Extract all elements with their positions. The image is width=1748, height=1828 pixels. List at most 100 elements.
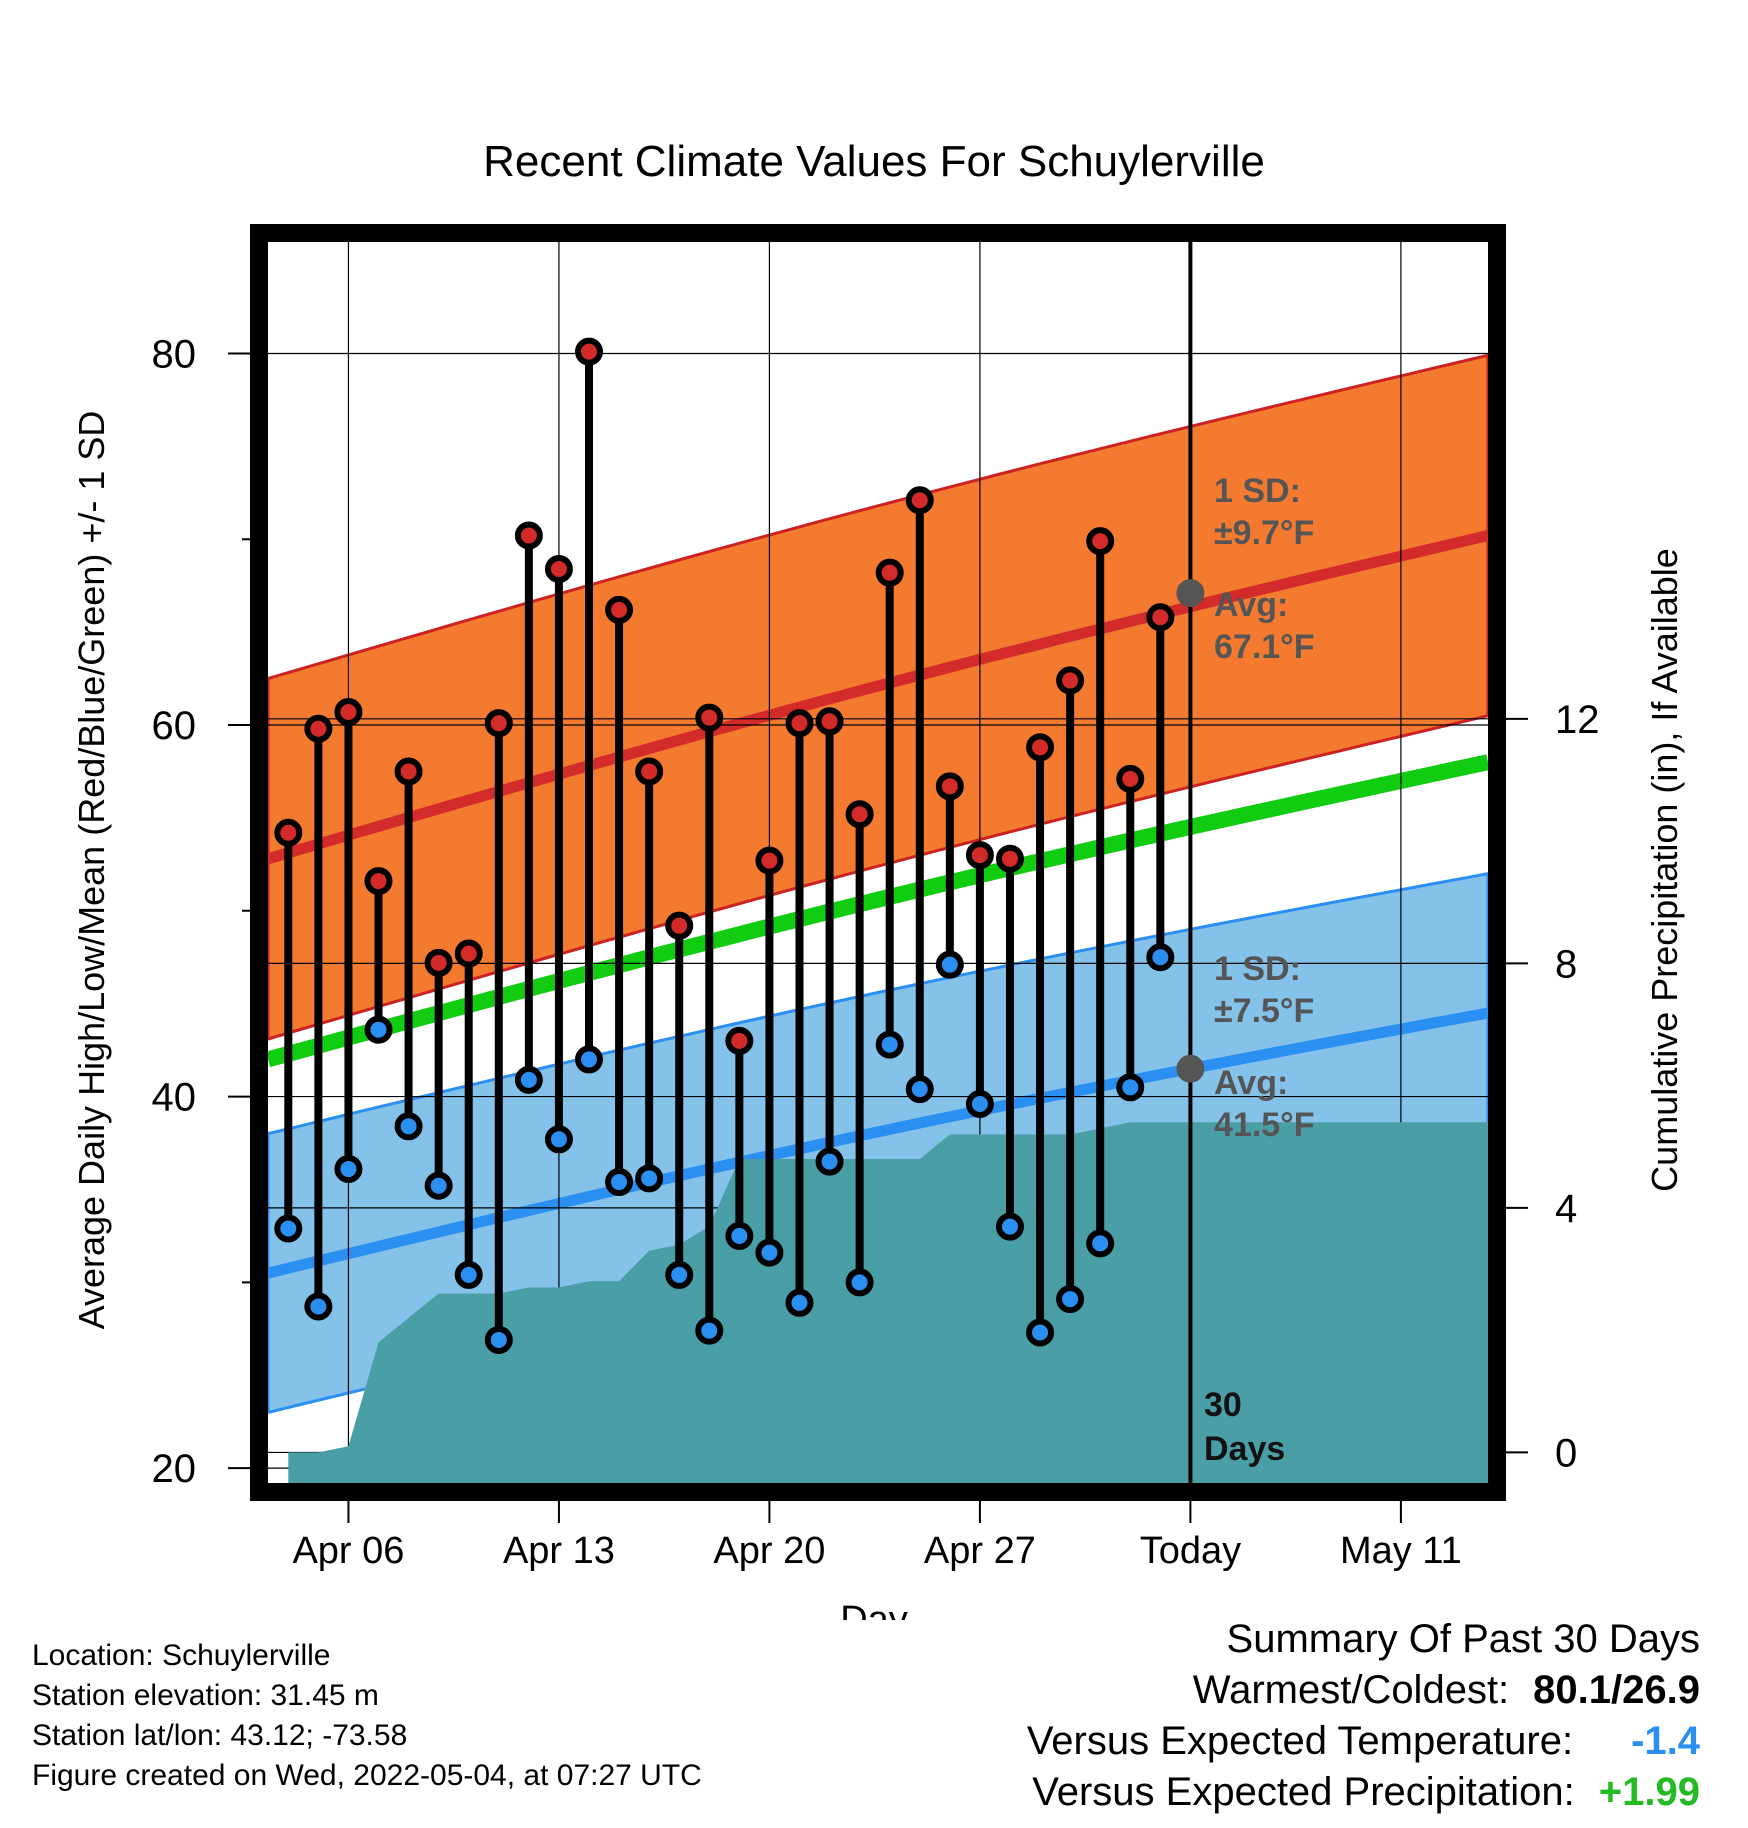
high-avg-label: 67.1°F <box>1214 628 1315 666</box>
summary-heading: Summary Of Past 30 Days <box>1226 1617 1700 1661</box>
high-point <box>965 841 994 870</box>
warm-cold-value: 80.1/26.9 <box>1533 1668 1700 1712</box>
high-point <box>875 558 904 587</box>
high-point <box>514 521 543 550</box>
summary-temperature: Versus Expected Temperature: -1.4 <box>1027 1716 1700 1767</box>
low-point <box>1056 1285 1085 1314</box>
high-point <box>544 554 573 583</box>
window-label: Days <box>1204 1430 1285 1468</box>
low-avg-label: 41.5°F <box>1214 1106 1315 1144</box>
low-point <box>845 1268 874 1297</box>
high-sd-band <box>268 353 1488 1041</box>
low-point <box>364 1015 393 1044</box>
high-sd-label: ±9.7°F <box>1214 514 1314 552</box>
high-mean-line <box>268 530 1488 865</box>
high-point <box>785 709 814 738</box>
station-elevation: Station elevation: 31.45 m <box>32 1679 379 1712</box>
high-point <box>905 486 934 515</box>
today-avg-low-marker <box>1176 1054 1205 1083</box>
x-tick-label: Apr 20 <box>713 1530 825 1572</box>
today-avg-high-marker <box>1176 579 1205 608</box>
low-point <box>334 1155 363 1184</box>
low-point <box>274 1214 303 1243</box>
chart-title: Recent Climate Values For Schuylerville <box>483 137 1265 186</box>
low-point <box>695 1316 724 1345</box>
high-point <box>575 337 603 366</box>
high-point <box>995 844 1024 873</box>
temp-value: -1.4 <box>1631 1719 1700 1763</box>
y-tick-label: 40 <box>152 1076 197 1120</box>
low-point <box>454 1260 483 1289</box>
y-tick-label: 20 <box>152 1447 197 1491</box>
low-point <box>935 950 964 979</box>
precip-value: +1.99 <box>1598 1770 1700 1814</box>
low-point <box>1026 1318 1055 1347</box>
high-point <box>484 709 513 738</box>
high-point <box>725 1026 754 1055</box>
summary-precipitation: Versus Expected Precipitation: +1.99 <box>1027 1767 1700 1818</box>
y2-tick-label: 0 <box>1555 1431 1577 1475</box>
y2-tick-label: 12 <box>1555 698 1600 742</box>
summary-warm-cold: Warmest/Coldest: 80.1/26.9 <box>1027 1665 1700 1716</box>
y-tick-label: 80 <box>152 332 197 376</box>
low-point <box>1146 943 1175 972</box>
data-series <box>274 337 1175 1354</box>
high-point <box>935 772 964 801</box>
high-point <box>1116 764 1145 793</box>
plot-border <box>250 224 1506 1501</box>
figure-created: Figure created on Wed, 2022-05-04, at 07… <box>32 1759 702 1792</box>
low-point <box>544 1125 573 1154</box>
low-point <box>605 1168 634 1197</box>
high-point <box>1026 733 1055 762</box>
high-point <box>394 757 423 786</box>
low-sd-label: 1 SD: <box>1214 950 1301 988</box>
low-point <box>995 1212 1024 1241</box>
high-point <box>304 714 333 743</box>
station-info: Location: Schuylerville Station elevatio… <box>32 1636 702 1796</box>
high-avg-label: Avg: <box>1214 586 1288 624</box>
temp-label: Versus Expected Temperature: <box>1026 1719 1574 1763</box>
low-point <box>905 1075 934 1104</box>
low-point <box>394 1112 423 1141</box>
y-tick-label: 60 <box>152 704 197 748</box>
high-point <box>845 800 874 829</box>
high-point <box>424 948 453 977</box>
x-tick-label: Apr 27 <box>924 1530 1036 1572</box>
low-point <box>304 1292 333 1321</box>
low-point <box>755 1238 784 1267</box>
high-point <box>695 703 724 732</box>
station-location: Location: Schuylerville <box>32 1639 331 1672</box>
precip-area <box>288 1122 1488 1483</box>
high-point <box>334 698 363 727</box>
low-point <box>1116 1073 1145 1102</box>
high-sd-label: 1 SD: <box>1214 472 1301 510</box>
x-axis-title: Day <box>840 1599 908 1620</box>
high-point <box>665 911 694 940</box>
high-point <box>815 707 844 736</box>
axes: Apr 06 Apr 13 Apr 20 Apr 27 Today May 1120406… <box>152 332 1600 1572</box>
low-point <box>725 1221 754 1250</box>
low-point <box>424 1171 453 1200</box>
plot-frame <box>250 224 1506 1501</box>
low-avg-label: Avg: <box>1214 1064 1288 1102</box>
low-point <box>514 1065 543 1094</box>
x-tick-label: Today <box>1140 1530 1241 1572</box>
low-point <box>575 1045 603 1074</box>
annotations: 1 SD: ±9.7°F Avg: 67.1°F 1 SD: ±7.5°F Avg: 41.5… <box>1176 472 1315 1468</box>
y2-tick-label: 4 <box>1555 1187 1577 1231</box>
high-point <box>454 939 483 968</box>
low-point <box>815 1147 844 1176</box>
high-point <box>605 595 634 624</box>
low-sd-label: ±7.5°F <box>1214 992 1314 1030</box>
precipitation-area <box>288 242 1488 1483</box>
window-label: 30 <box>1204 1386 1242 1424</box>
y2-axis-title: Cumulative Precipitation (in), If Availa… <box>1644 548 1685 1192</box>
x-tick-label: May 11 <box>1340 1530 1462 1572</box>
y2-tick-label: 8 <box>1555 942 1577 986</box>
climate-chart: 1 SD: ±9.7°F Avg: 67.1°F 1 SD: ±7.5°F Avg: 41.5… <box>71 137 1685 1620</box>
high-point <box>274 818 303 847</box>
low-point <box>785 1288 814 1317</box>
y-axis-title: Average Daily High/Low/Mean (Red/Blue/Gr… <box>71 411 112 1330</box>
high-point <box>635 757 664 786</box>
station-latlon: Station lat/lon: 43.12; -73.58 <box>32 1719 408 1752</box>
